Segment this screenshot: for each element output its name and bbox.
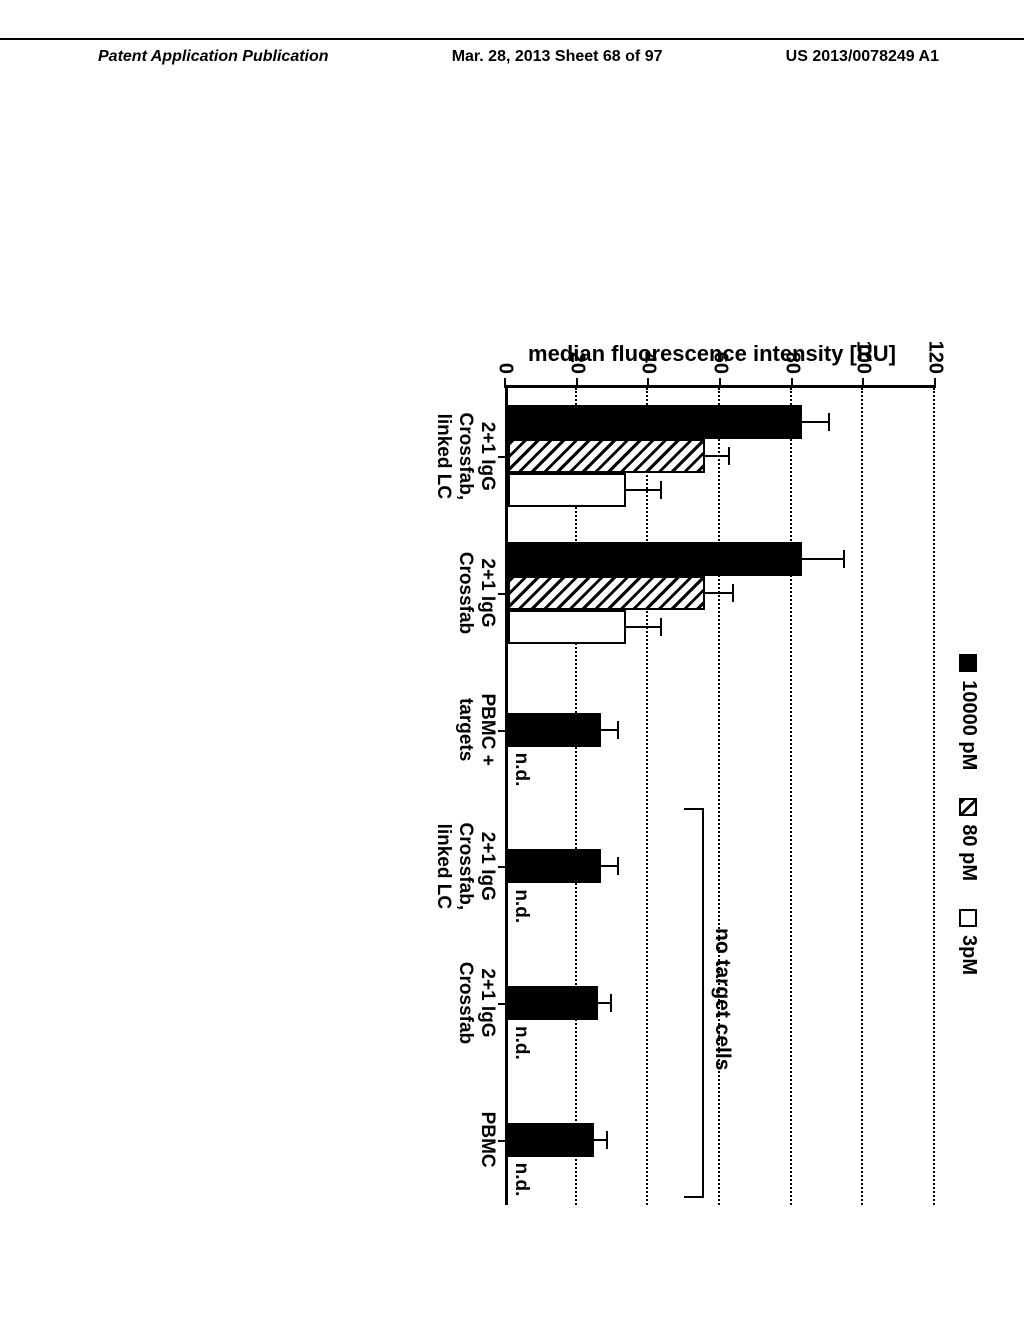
bar: [508, 986, 598, 1020]
header-right: US 2013/0078249 A1: [786, 48, 939, 66]
x-label: 2+1 IgGCrossfab,linked LC: [432, 396, 498, 516]
bar: [508, 610, 626, 644]
y-tick: [647, 378, 649, 388]
error-bar: [705, 592, 734, 594]
bar: [508, 542, 802, 576]
x-tick: [498, 1140, 508, 1142]
x-tick: [498, 456, 508, 458]
y-tick: [862, 378, 864, 388]
gridline: [933, 388, 935, 1205]
error-bar: [626, 489, 662, 491]
y-tick: [576, 378, 578, 388]
bar: [508, 849, 601, 883]
x-tick: [498, 1003, 508, 1005]
header-left: Patent Application Publication: [98, 48, 329, 66]
legend-label: 3pM: [957, 935, 980, 975]
bar: [508, 576, 705, 610]
error-bar: [802, 558, 845, 560]
gridline: [646, 388, 648, 1205]
nd-label: n.d.: [510, 1163, 532, 1197]
bar: [508, 439, 705, 473]
page-header: Patent Application Publication Mar. 28, …: [0, 38, 1024, 66]
error-bar: [601, 865, 619, 867]
nd-label: n.d.: [510, 889, 532, 923]
error-bar: [705, 455, 730, 457]
y-axis-title: median fluorescence intensity [RU]: [528, 341, 896, 367]
y-tick: [791, 378, 793, 388]
y-tick: [934, 378, 936, 388]
x-tick: [498, 593, 508, 595]
legend-label: 10000 pM: [957, 680, 980, 770]
error-bar: [601, 729, 619, 731]
x-label: PBMC: [476, 1080, 498, 1200]
annotation-text: no target cells: [710, 928, 734, 1070]
legend-swatch: [960, 798, 978, 816]
x-tick: [498, 730, 508, 732]
chart-container: 0204060801001202+1 IgGCrossfab,linked LC…: [45, 305, 975, 1005]
y-tick: [504, 378, 506, 388]
gridline: [861, 388, 863, 1205]
annotation-bracket: [684, 808, 704, 1198]
x-tick: [498, 866, 508, 868]
error-bar: [802, 421, 831, 423]
nd-label: n.d.: [510, 753, 532, 787]
bar: [508, 473, 626, 507]
legend-item: 80 pM: [957, 798, 980, 881]
x-label: PBMC + targets: [454, 670, 498, 790]
error-bar: [594, 1139, 608, 1141]
legend-item: 10000 pM: [957, 654, 980, 770]
gridline: [790, 388, 792, 1205]
y-tick-label: 120: [924, 341, 947, 374]
bar: [508, 1123, 594, 1157]
error-bar: [626, 626, 662, 628]
plot-area: 0204060801001202+1 IgGCrossfab,linked LC…: [505, 385, 935, 1205]
bar: [508, 713, 601, 747]
header-center: Mar. 28, 2013 Sheet 68 of 97: [452, 48, 663, 66]
legend-item: 3pM: [957, 909, 980, 975]
error-bar: [598, 1002, 612, 1004]
legend-swatch: [960, 909, 978, 927]
x-label: 2+1 IgGCrossfab: [454, 533, 498, 653]
x-label: 2+1 IgGCrossfab,linked LC: [432, 806, 498, 926]
x-label: 2+1 IgGCrossfab: [454, 943, 498, 1063]
gridline: [575, 388, 577, 1205]
gridline: [718, 388, 720, 1205]
legend-swatch: [960, 654, 978, 672]
nd-label: n.d.: [510, 1026, 532, 1060]
y-tick-label: 0: [494, 363, 517, 374]
legend-label: 80 pM: [957, 824, 980, 881]
y-tick: [719, 378, 721, 388]
legend: 10000 pM 80 pM 3pM: [957, 654, 980, 975]
bar: [508, 405, 802, 439]
